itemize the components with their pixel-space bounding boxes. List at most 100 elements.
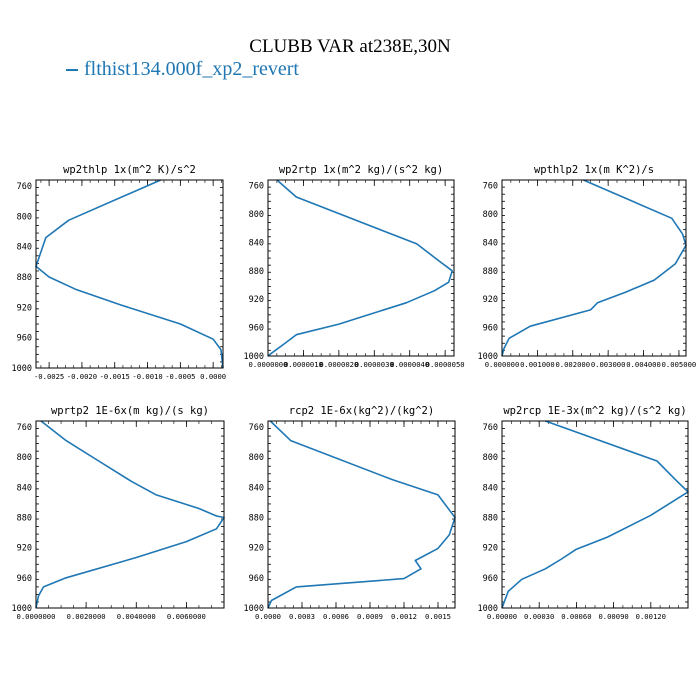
y-tick-label: 760	[483, 182, 498, 192]
x-tick-label: 0.00120	[636, 612, 666, 621]
y-tick-label: 800	[483, 453, 498, 463]
x-tick-label: 0.0000010	[284, 360, 323, 369]
legend-label: flthist134.000f_xp2_revert	[84, 58, 299, 80]
x-tick-label: 0.0000020	[319, 360, 358, 369]
y-tick-label: 880	[483, 267, 498, 277]
x-tick-label: 0.00030	[524, 612, 554, 621]
y-tick-label: 960	[17, 334, 32, 344]
y-tick-label: 920	[483, 295, 498, 305]
y-tick-label: 960	[17, 574, 32, 584]
y-tick-label: 880	[17, 273, 32, 283]
y-tick-label: 840	[17, 243, 32, 253]
x-tick-label: 0.0040000	[117, 612, 156, 621]
x-tick-label: 0.0020000	[67, 612, 106, 621]
chart-panel: wp2rcp 1E-3x(m^2 kg)/(s^2 kg) 760 800 840 88…	[478, 405, 689, 621]
y-tick-label: 760	[17, 182, 32, 192]
x-tick-label: 0.002000	[555, 360, 590, 369]
chart-title: wpthlp2 1x(m K^2)/s	[534, 164, 654, 176]
x-tick-label: 0.0000	[255, 612, 281, 621]
y-tick-label: 920	[249, 295, 264, 305]
chart-panel: rcp2 1E-6x(kg^2)/(kg^2) 760 800 840 880 920 96…	[244, 405, 456, 621]
y-tick-label: 840	[249, 238, 264, 248]
y-tick-label: 960	[483, 324, 498, 334]
y-tick-label: 920	[249, 544, 264, 554]
legend: flthist134.000f_xp2_revert	[66, 58, 299, 81]
y-tick-label: 760	[17, 423, 32, 433]
legend-line-icon	[66, 69, 78, 72]
plot-frame	[267, 179, 455, 357]
x-tick-label: 0.0009	[357, 612, 383, 621]
chart-title: wp2rcp 1E-3x(m^2 kg)/(s^2 kg)	[503, 405, 686, 417]
x-tick-label: 0.003000	[591, 360, 626, 369]
plot-frame	[267, 420, 456, 609]
x-tick-label: 0.005000	[662, 360, 697, 369]
y-tick-label: 1000	[478, 604, 498, 614]
y-tick-label: 880	[249, 514, 264, 524]
x-tick-label: 0.0000030	[355, 360, 394, 369]
x-tick-label: 0.0000	[200, 372, 226, 381]
plot-frame	[35, 179, 224, 369]
y-tick-label: 960	[249, 574, 264, 584]
y-tick-label: 760	[249, 423, 264, 433]
x-tick-label: 0.00060	[561, 612, 591, 621]
y-tick-label: 840	[249, 483, 264, 493]
x-tick-label: 0.000000	[485, 360, 520, 369]
chart-panel: wpthlp2 1x(m K^2)/s 760 800 840 880 920 960 100…	[478, 164, 697, 369]
x-tick-label: -0.0005	[165, 372, 195, 381]
figure-title: CLUBB VAR at238E,30N	[249, 36, 451, 57]
plot-frame	[501, 179, 687, 357]
y-tick-label: 920	[483, 544, 498, 554]
chart-title: rcp2 1E-6x(kg^2)/(kg^2)	[289, 405, 434, 417]
series-line	[501, 179, 687, 357]
x-tick-label: 0.004000	[626, 360, 661, 369]
y-tick-label: 880	[249, 267, 264, 277]
x-tick-label: 0.001000	[520, 360, 555, 369]
y-tick-label: 840	[483, 483, 498, 493]
y-tick-label: 800	[249, 453, 264, 463]
chart-title: wprtp2 1E-6x(m kg)/(s kg)	[51, 405, 209, 417]
chart-panel: wp2rtp 1x(m^2 kg)/(s^2 kg) 760 800 840 880 92…	[244, 164, 465, 369]
plot-frame	[35, 420, 225, 609]
y-tick-label: 1000	[244, 604, 264, 614]
y-tick-label: 1000	[244, 352, 264, 362]
series-line	[35, 420, 225, 609]
chart-panel: wprtp2 1E-6x(m kg)/(s kg) 760 800 840 880 920…	[12, 405, 225, 621]
x-tick-label: -0.0020	[67, 372, 97, 381]
y-tick-label: 960	[249, 324, 264, 334]
x-tick-label: -0.0010	[132, 372, 162, 381]
y-tick-label: 920	[17, 303, 32, 313]
y-tick-label: 760	[249, 182, 264, 192]
series-line	[501, 420, 689, 609]
x-tick-label: 0.0006	[323, 612, 349, 621]
y-tick-label: 800	[17, 453, 32, 463]
x-tick-label: -0.0015	[100, 372, 130, 381]
series-line	[267, 179, 454, 357]
x-tick-label: 0.0012	[391, 612, 417, 621]
y-tick-label: 800	[483, 210, 498, 220]
y-tick-label: 920	[17, 544, 32, 554]
y-tick-label: 760	[483, 423, 498, 433]
chart-title: wp2rtp 1x(m^2 kg)/(s^2 kg)	[279, 164, 443, 176]
chart-title: wp2thlp 1x(m^2 K)/s^2	[63, 164, 196, 176]
x-tick-label: 0.0000040	[390, 360, 429, 369]
y-tick-label: 1000	[478, 352, 498, 362]
x-tick-label: 0.0003	[289, 612, 315, 621]
y-tick-label: 960	[483, 574, 498, 584]
x-tick-label: 0.0060000	[167, 612, 206, 621]
x-tick-label: 0.0000000	[17, 612, 56, 621]
y-tick-label: 800	[17, 212, 32, 222]
y-tick-label: 1000	[12, 364, 32, 374]
chart-panel: wp2thlp 1x(m^2 K)/s^2 760 800 840 880 920 960 1…	[12, 164, 227, 381]
y-tick-label: 840	[17, 483, 32, 493]
plot-frame	[501, 420, 689, 609]
x-tick-label: 0.00000	[487, 612, 517, 621]
x-tick-label: 0.0000050	[426, 360, 465, 369]
y-tick-label: 1000	[12, 604, 32, 614]
y-tick-label: 880	[483, 514, 498, 524]
series-line	[267, 420, 456, 609]
x-tick-label: -0.0025	[34, 372, 64, 381]
x-tick-label: 0.00090	[598, 612, 628, 621]
y-tick-label: 880	[17, 514, 32, 524]
series-line	[35, 179, 224, 369]
